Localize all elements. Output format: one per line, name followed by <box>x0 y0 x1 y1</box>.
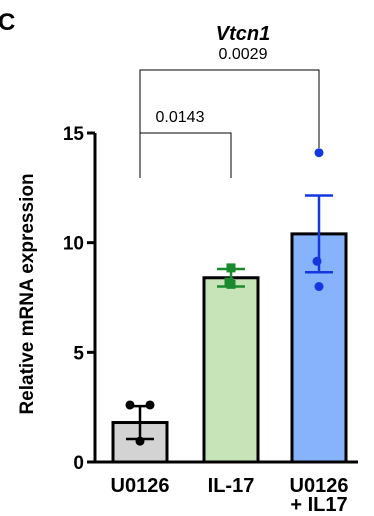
x-tick-label: + IL17 <box>290 494 347 516</box>
x-tick-label: U0126 <box>290 475 349 497</box>
y-tick-label: 5 <box>73 343 84 364</box>
data-point <box>226 279 236 289</box>
significance-bracket <box>139 132 232 178</box>
significance-bracket <box>139 69 320 148</box>
data-point <box>135 436 145 446</box>
chart-title: Vtcn1 <box>216 23 270 45</box>
y-axis-label: Relative mRNA expression <box>17 173 38 414</box>
panel-letter: C <box>0 9 15 36</box>
y-tick-label: 15 <box>63 124 85 145</box>
x-tick-label: U0126 <box>111 475 170 497</box>
data-point <box>314 148 324 158</box>
data-point <box>145 400 155 410</box>
x-tick-label: IL-17 <box>208 475 255 497</box>
data-point <box>314 282 324 292</box>
bar <box>202 276 260 464</box>
data-point <box>125 400 135 410</box>
y-tick-label: 0 <box>73 453 84 474</box>
data-point <box>226 263 236 273</box>
p-value-label: 0.0143 <box>156 109 205 126</box>
data-point <box>312 256 322 266</box>
y-tick-label: 10 <box>63 234 84 255</box>
p-value-label: 0.0029 <box>219 46 268 63</box>
